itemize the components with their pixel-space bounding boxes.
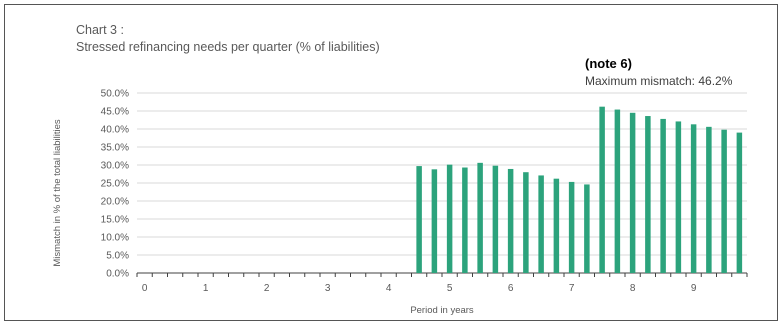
bar	[538, 175, 544, 273]
bar	[507, 168, 514, 273]
x-tick-label: 1	[203, 283, 209, 294]
bar	[645, 116, 651, 273]
bar	[446, 164, 453, 273]
y-tick-label: 30.0%	[101, 161, 129, 172]
bar	[736, 132, 743, 273]
x-tick-label: 4	[386, 283, 392, 294]
chart-title-line2: Stressed refinancing needs per quarter (…	[76, 40, 380, 54]
y-tick-label: 50.0%	[101, 89, 129, 100]
x-tick-label: 5	[447, 283, 453, 294]
bar	[614, 109, 621, 273]
x-tick-label: 8	[630, 283, 636, 294]
bar	[492, 165, 499, 273]
y-tick-label: 20.0%	[101, 197, 129, 208]
bar	[462, 167, 468, 273]
y-tick-label: 0.0%	[106, 269, 129, 280]
bar	[523, 172, 529, 273]
x-tick-label: 3	[325, 283, 331, 294]
bar	[690, 124, 697, 273]
bar	[431, 169, 438, 273]
bar	[553, 178, 560, 273]
bar	[477, 162, 483, 273]
x-tick-label: 2	[264, 283, 270, 294]
chart-title: Chart 3 : Stressed refinancing needs per…	[76, 22, 380, 56]
x-tick-label: 6	[508, 283, 514, 294]
bar	[629, 112, 636, 273]
bar	[584, 184, 590, 273]
bar	[721, 129, 727, 273]
y-tick-label: 25.0%	[101, 179, 129, 190]
bar	[675, 121, 682, 273]
bar	[706, 126, 712, 273]
y-axis-title: Mismatch in % of the total liabilities	[52, 119, 63, 267]
x-tick-label: 0	[142, 283, 148, 294]
bar	[660, 118, 666, 273]
y-tick-label: 10.0%	[101, 233, 129, 244]
y-tick-label: 40.0%	[101, 125, 129, 136]
y-tick-label: 15.0%	[101, 215, 129, 226]
bar	[416, 166, 422, 273]
x-axis-title: Period in years	[410, 305, 474, 316]
bar	[568, 181, 575, 273]
x-tick-label: 7	[569, 283, 575, 294]
chart-title-line1: Chart 3 :	[76, 23, 124, 37]
bar	[599, 106, 605, 274]
annotation-label: (note 6)	[585, 56, 632, 71]
annotation-text: Maximum mismatch: 46.2%	[585, 74, 733, 88]
x-tick-label: 9	[691, 283, 697, 294]
y-tick-label: 5.0%	[106, 251, 129, 262]
y-tick-label: 35.0%	[101, 143, 129, 154]
y-tick-label: 45.0%	[101, 107, 129, 118]
